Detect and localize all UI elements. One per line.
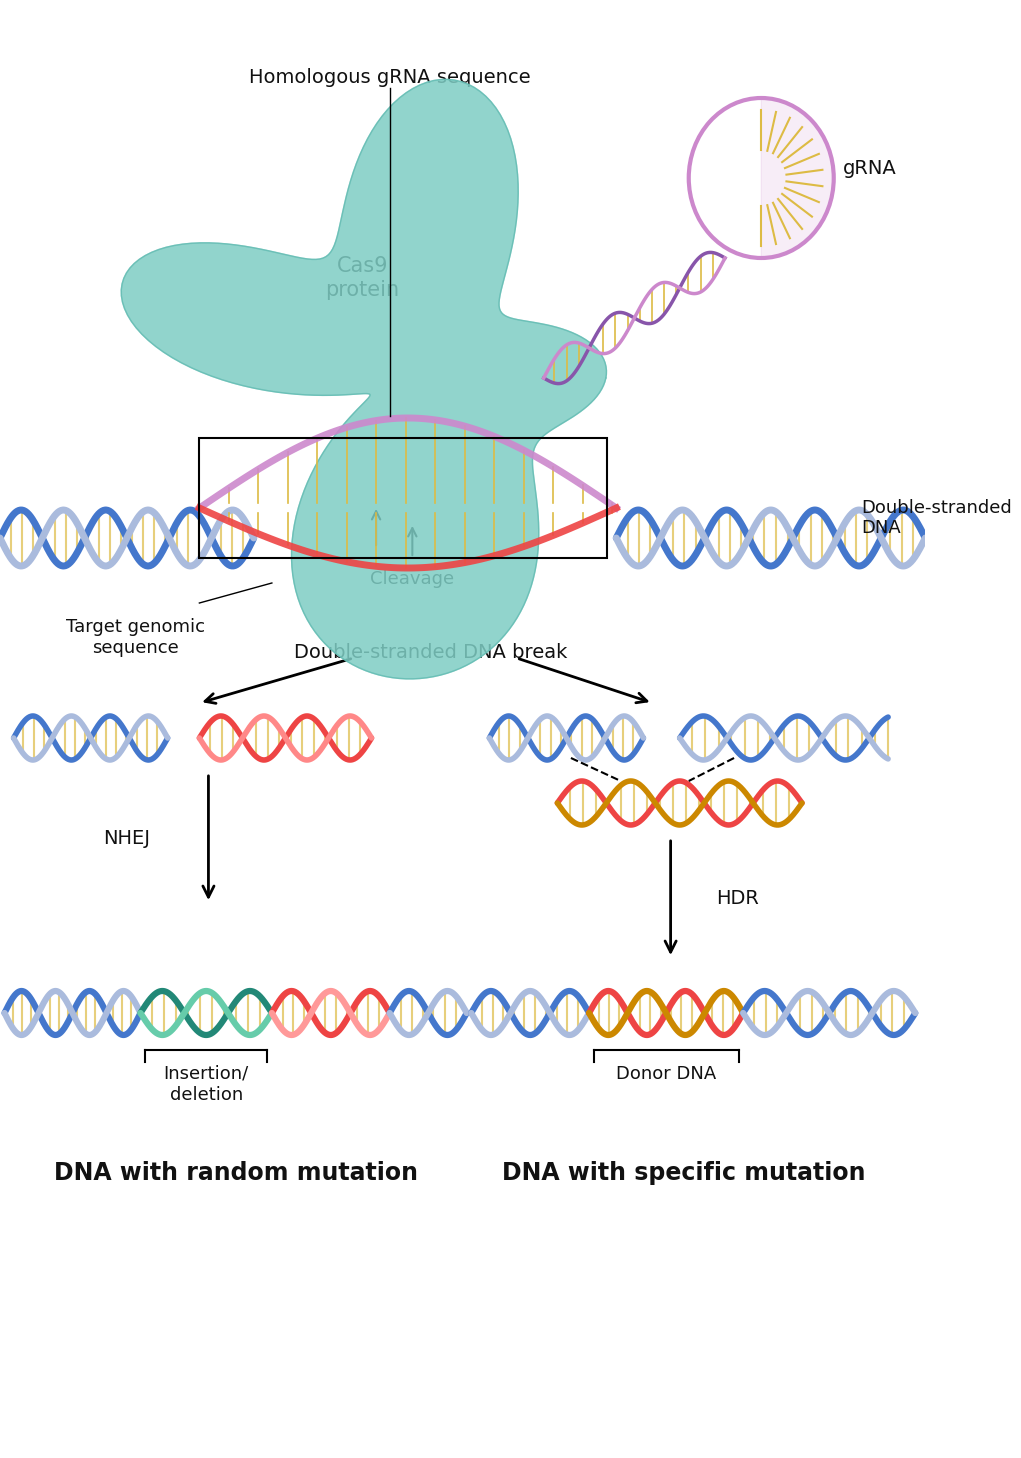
Polygon shape (121, 79, 606, 679)
Text: DNA with random mutation: DNA with random mutation (54, 1161, 418, 1185)
Text: Donor DNA: Donor DNA (616, 1064, 716, 1083)
Text: Cas9
protein: Cas9 protein (326, 257, 399, 299)
Text: NHEJ: NHEJ (103, 828, 150, 847)
Polygon shape (762, 98, 834, 258)
Text: Target genomic
sequence: Target genomic sequence (66, 618, 205, 656)
Text: DNA with specific mutation: DNA with specific mutation (502, 1161, 866, 1185)
Bar (199, 437, 607, 558)
Text: Insertion/
deletion: Insertion/ deletion (163, 1064, 249, 1104)
Text: HDR: HDR (716, 888, 759, 907)
Text: Double-stranded DNA break: Double-stranded DNA break (294, 643, 567, 662)
Text: gRNA: gRNA (842, 159, 896, 178)
Text: Double-stranded
DNA: Double-stranded DNA (861, 499, 1012, 538)
Text: Homologous gRNA sequence: Homologous gRNA sequence (249, 69, 531, 87)
Text: Cleavage: Cleavage (371, 570, 454, 588)
